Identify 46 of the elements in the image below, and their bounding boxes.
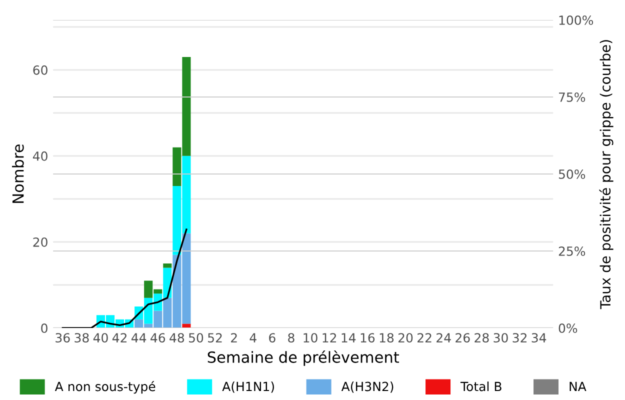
y2-tick-label: 25% xyxy=(558,246,586,256)
x-tick-label: 30 xyxy=(494,333,508,343)
y2-tick-label: 100% xyxy=(559,15,594,25)
legend-label: NA xyxy=(570,382,586,392)
y2-tick-label: 75% xyxy=(559,92,586,102)
legend-label: A(H3N2) xyxy=(341,382,394,393)
x-tick-label: 26 xyxy=(456,333,470,343)
y-tick-label: 20 xyxy=(33,237,48,247)
legend-label: A(H1N1) xyxy=(222,382,274,393)
x-tick-label: 28 xyxy=(474,333,489,343)
x-tick-label: 8 xyxy=(288,333,294,343)
x-tick-label: 42 xyxy=(112,333,126,342)
line-series xyxy=(62,228,188,328)
legend-label: A non sous-typé xyxy=(54,381,156,394)
x-tick-label: 24 xyxy=(436,333,451,342)
x-tick-label: 52 xyxy=(208,333,222,343)
y-tick-label: 0 xyxy=(41,323,48,333)
x-tick-label: 44 xyxy=(131,333,146,342)
x-tick-label: 20 xyxy=(398,333,413,343)
bar xyxy=(163,263,172,268)
y-tick-label: 40 xyxy=(32,151,48,161)
y-tick-label: 60 xyxy=(33,65,48,75)
x-tick-label: 38 xyxy=(74,333,89,343)
x-tick-label: 14 xyxy=(342,333,356,342)
x-tick-label: 4 xyxy=(250,333,256,342)
x-tick-label: 2 xyxy=(231,333,237,342)
x-tick-label: 6 xyxy=(269,333,276,343)
x-tick-label: 46 xyxy=(150,333,166,343)
x-tick-label: 22 xyxy=(418,333,432,342)
x-tick-label: 18 xyxy=(380,333,394,343)
x-tick-label: 16 xyxy=(360,333,375,343)
x-tick-label: 32 xyxy=(512,333,526,343)
x-tick-label: 36 xyxy=(56,333,70,343)
bar xyxy=(182,324,191,328)
x-tick-label: 10 xyxy=(304,333,318,343)
x-tick-label: 48 xyxy=(170,333,184,343)
x-tick-label: 34 xyxy=(532,333,546,343)
x-tick-label: 50 xyxy=(188,333,204,343)
y2-axis-title: Taux de positivité pour grippe (courbe) xyxy=(599,40,614,310)
y2-tick-label: 0% xyxy=(558,323,578,333)
y2-tick-label: 50% xyxy=(558,169,586,179)
x-axis-title: Semaine de prélèvement xyxy=(208,350,400,366)
legend-label: Total B xyxy=(460,382,502,392)
x-tick-label: 40 xyxy=(93,333,108,343)
x-tick-label: 12 xyxy=(322,333,336,342)
y-axis-title: Nombre xyxy=(12,144,24,203)
